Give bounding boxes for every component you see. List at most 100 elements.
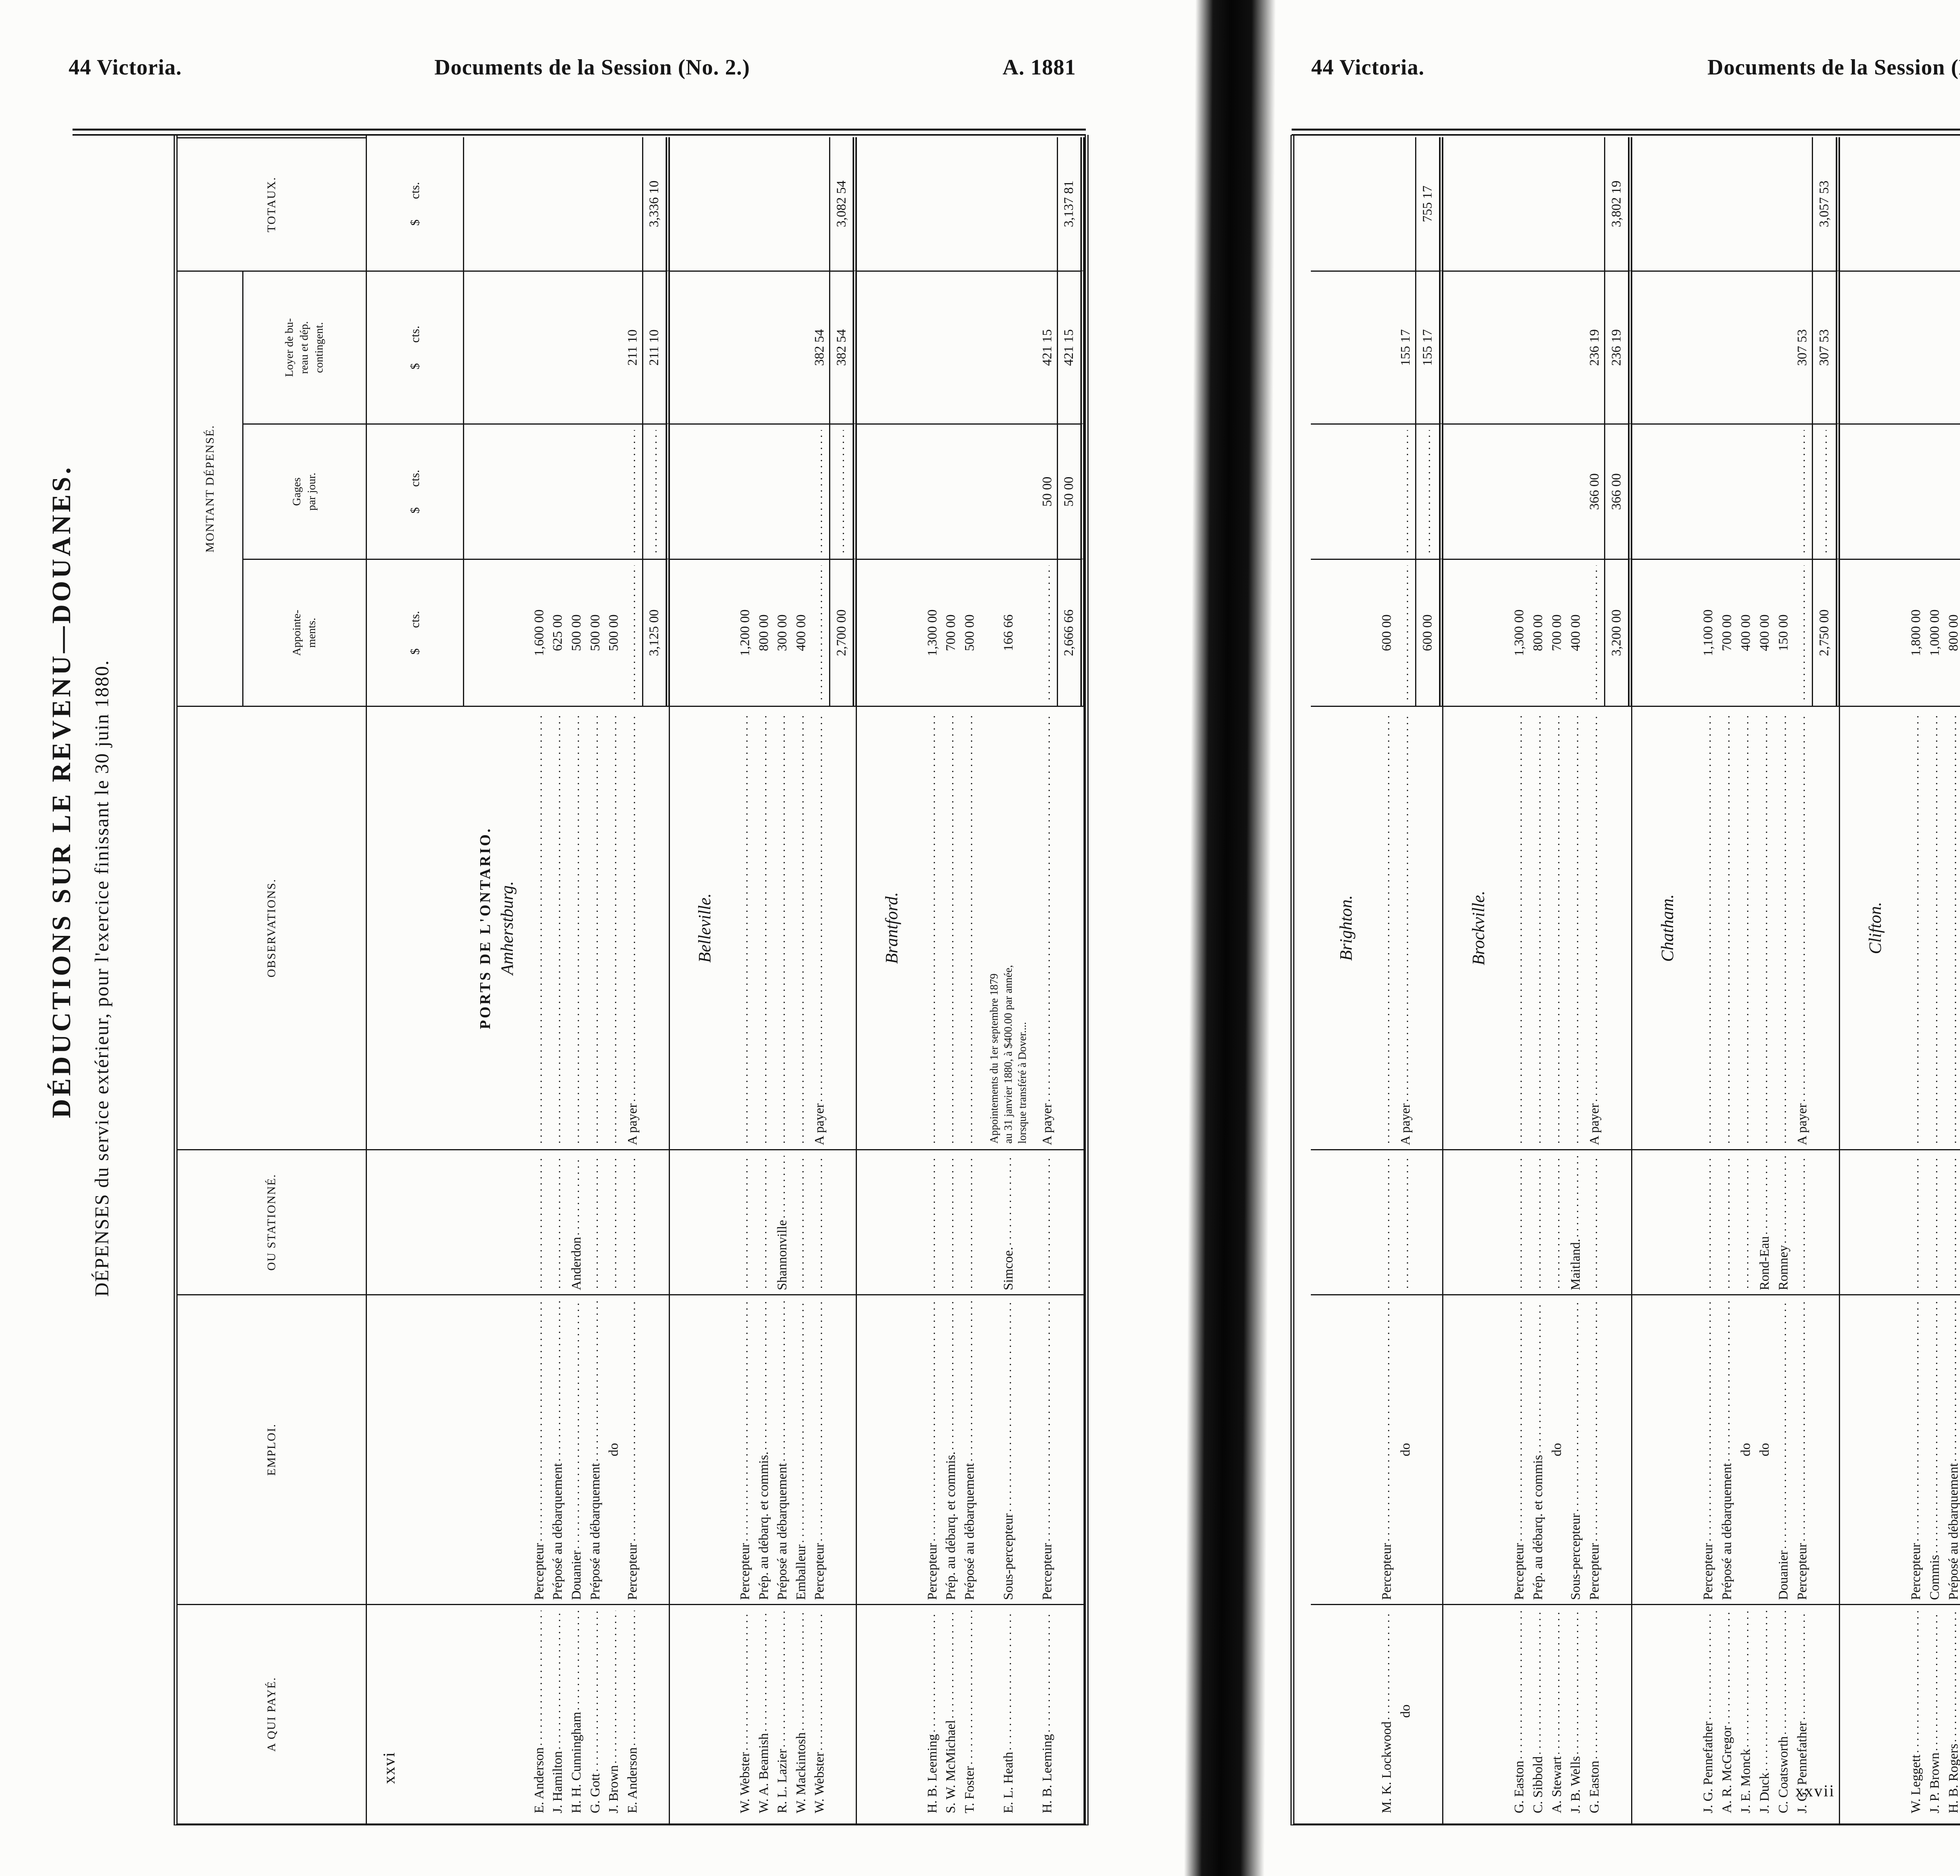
observations: A payer.................................… — [1793, 706, 1812, 1149]
observations: ........................................… — [530, 706, 549, 1149]
section-heading-row: Brighton. — [1311, 135, 1377, 1823]
totaux — [604, 137, 623, 271]
emploi-cell — [1415, 1294, 1443, 1604]
totaux — [623, 137, 642, 271]
ledger-row: H. B. Rogers............................… — [1944, 135, 1960, 1823]
empty-cell — [1311, 1604, 1377, 1823]
loyer — [1907, 271, 1926, 423]
ledger-row: J. G. Pennefather.......................… — [1699, 135, 1718, 1823]
totaux-value: 3,802 19 — [1604, 137, 1632, 271]
gages — [1377, 423, 1396, 559]
gages — [791, 423, 811, 559]
ledger-row: G. Easton...............................… — [1585, 135, 1604, 1823]
station: ........................................… — [791, 1149, 811, 1294]
ledger-row: T. Foster...............................… — [960, 135, 979, 1823]
loyer-value: 211 10 — [625, 329, 640, 366]
totaux — [1585, 137, 1604, 271]
appointements: 500 00 — [604, 559, 623, 706]
gages — [530, 423, 549, 559]
loyer-value: 236 19 — [1587, 329, 1602, 366]
currency-units: $ cts. — [367, 271, 464, 423]
dotted-leader: ........................................… — [1549, 1611, 1563, 1755]
loyer: 382 54 — [810, 271, 829, 423]
observations: ........................................… — [1944, 706, 1960, 1149]
empty-cell — [464, 1149, 530, 1294]
loyer — [754, 271, 773, 423]
appointements-value: 1,300 00 — [925, 609, 940, 656]
empty-cell — [1443, 137, 1510, 271]
empty-cell — [1840, 1294, 1907, 1604]
emploi: Emballeur...............................… — [791, 1294, 811, 1604]
empty-cell — [1840, 1604, 1907, 1823]
payee-cell — [1604, 1604, 1632, 1823]
totaux-value-value: 3,802 19 — [1609, 180, 1624, 227]
payee-text: A. Stewart — [1550, 1756, 1564, 1813]
emploi-text: Préposé au débarquement — [550, 1463, 565, 1600]
dotted-leader: ........................................… — [925, 1611, 938, 1733]
ledger-row: W. A. Beamish...........................… — [754, 135, 773, 1823]
payee: J. Duck.................................… — [1755, 1604, 1774, 1823]
ledger-row: S. W. McMichael.........................… — [942, 135, 961, 1823]
dotted-leader: ........................................… — [1700, 712, 1713, 1144]
empty-cell — [1632, 271, 1699, 423]
observations: ........................................… — [1774, 706, 1793, 1149]
dotted-leader: ........................................… — [531, 712, 544, 1144]
dotted-leader: ........................................… — [1776, 1301, 1789, 1549]
emploi-text: Préposé au débarquement — [1720, 1463, 1734, 1600]
loyer: 211 10 — [623, 271, 642, 423]
appointements: 500 00 — [586, 559, 605, 706]
appointements: 150 00 — [1774, 559, 1793, 706]
dotted-leader: ........................................… — [962, 1301, 975, 1462]
dotted-leader: ........................................… — [1568, 712, 1581, 1144]
dotted-leader: ........................................… — [1398, 565, 1411, 700]
observations: ........................................… — [1926, 706, 1944, 1149]
totaux — [1699, 137, 1718, 271]
observations-cell — [829, 706, 857, 1149]
column-header-emploi: EMPLOI. — [178, 1294, 366, 1604]
section-heading-row: Brockville. — [1443, 135, 1510, 1823]
gages — [1529, 423, 1548, 559]
payee-text: J. B. Wells — [1568, 1756, 1583, 1813]
dotted-leader: ........................................… — [550, 1156, 563, 1289]
dotted-leader: ........................................… — [812, 1301, 825, 1542]
gages — [923, 423, 942, 559]
dotted-leader: ........................................… — [1719, 1156, 1733, 1289]
emploi-text: Percepteur — [1701, 1543, 1715, 1600]
dotted-leader: ........................................… — [1379, 1611, 1392, 1720]
appointements-value: 500 00 — [588, 614, 603, 651]
empty-cell — [1443, 1604, 1510, 1823]
emploi-text: Percepteur — [1587, 1543, 1602, 1600]
appointements: 1,300 00 — [923, 559, 942, 706]
emploi: do — [1755, 1294, 1774, 1604]
report-titles: DÉDUCTIONS SUR LE REVENU—DOUANES. DÉPENS… — [37, 129, 163, 1827]
dotted-leader: ........................................… — [1530, 712, 1543, 1144]
emploi: Sous-percepteur.........................… — [979, 1294, 1038, 1604]
observation-note: Appointements du 1er septembre 1879 au 3… — [988, 965, 1029, 1144]
appointements-subtotal: 3,200 00 — [1604, 559, 1632, 706]
station: ........................................… — [1793, 1149, 1812, 1294]
dotted-leader: ........................................… — [1001, 1301, 1014, 1512]
appointements: 800 00 — [754, 559, 773, 706]
totaux — [1774, 137, 1793, 271]
dotted-leader: ........................................… — [606, 1611, 619, 1763]
loyer-subtotal-value: 307 53 — [1817, 329, 1831, 366]
observations-cell — [642, 706, 670, 1149]
appointements-subtotal-value: 600 00 — [1420, 614, 1435, 651]
totaux — [530, 137, 549, 271]
station-cell — [1812, 1149, 1840, 1294]
totaux — [792, 137, 811, 271]
dotted-leader: ........................................… — [588, 1301, 601, 1462]
loyer — [923, 271, 942, 423]
dotted-leader: ........................................… — [834, 430, 847, 553]
emploi: Percepteur..............................… — [1699, 1294, 1718, 1604]
ledger-row: C. Coatsworth...........................… — [1774, 135, 1793, 1823]
dotted-leader: ........................................… — [1757, 712, 1770, 1144]
gages — [773, 423, 792, 559]
loyer — [1566, 271, 1585, 423]
appointements-value: 150 00 — [1776, 614, 1791, 651]
emploi: Percepteur..............................… — [1793, 1294, 1812, 1604]
gages — [960, 423, 979, 559]
totaux — [567, 137, 586, 271]
section-heading: PORTS DE L'ONTARIO. Amherstburg. — [477, 711, 517, 1145]
emploi: Commis..................................… — [1926, 1294, 1944, 1604]
